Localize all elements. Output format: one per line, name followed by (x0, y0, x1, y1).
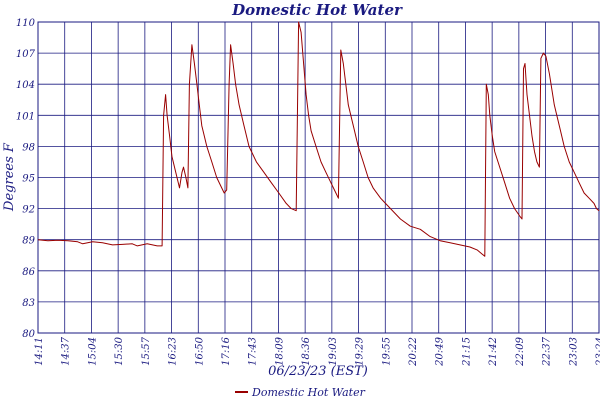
x-tick-label: 17:16 (221, 336, 232, 365)
x-tick-labels: 14:11 14:37 15:04 15:30 15:57 16:23 16:50 17:16… (34, 336, 600, 366)
y-tick-label: 89 (22, 236, 35, 247)
x-tick-label: 22:37 (542, 336, 553, 366)
x-tick-label: 22:09 (515, 336, 526, 366)
y-tick-label: 80 (22, 329, 35, 340)
x-tick-label: 20:49 (435, 336, 446, 366)
y-tick-label: 101 (16, 111, 35, 122)
series-layer (37, 21, 600, 257)
x-tick-label: 19:03 (328, 337, 339, 366)
x-axis-label: 06/23/23 (EST) (268, 364, 368, 379)
chart-title: Domestic Hot Water (231, 1, 403, 19)
x-tick-label: 16:50 (194, 336, 205, 365)
x-tick-label: 14:11 (34, 337, 45, 366)
x-tick-label: 18:09 (274, 336, 285, 365)
x-tick-label: 19:55 (381, 337, 392, 366)
x-tick-label: 18:36 (301, 336, 312, 365)
y-tick-labels: 80 83 86 89 92 95 98 101 104 107 110 (16, 18, 36, 340)
x-tick-label: 23:24 (595, 337, 600, 367)
x-tick-label: 15:04 (87, 337, 98, 366)
legend-label: Domestic Hot Water (251, 386, 366, 399)
y-tick-label: 92 (22, 205, 35, 216)
x-tick-label: 21:15 (461, 337, 472, 367)
y-tick-label: 104 (16, 80, 35, 91)
x-tick-label: 16:23 (168, 337, 179, 366)
x-tick-label: 17:43 (248, 337, 259, 366)
x-tick-label: 20:22 (408, 337, 419, 367)
y-tick-label: 110 (16, 18, 36, 29)
x-tick-label: 15:30 (114, 336, 125, 365)
x-tick-label: 21:42 (488, 337, 499, 367)
legend: Domestic Hot Water (235, 386, 366, 399)
y-tick-label: 98 (22, 142, 35, 153)
y-axis-label: Degrees F (2, 142, 17, 212)
y-tick-label: 107 (16, 49, 36, 60)
x-tick-label: 14:37 (61, 336, 72, 365)
y-tick-label: 86 (22, 267, 35, 278)
y-tick-label: 95 (22, 174, 35, 185)
grid (38, 22, 599, 333)
y-tick-label: 83 (22, 298, 35, 309)
x-tick-label: 23:03 (568, 337, 579, 367)
x-tick-label: 19:29 (355, 336, 366, 365)
series-line-domestic-hot-water (37, 21, 600, 257)
x-tick-label: 15:57 (141, 336, 152, 365)
